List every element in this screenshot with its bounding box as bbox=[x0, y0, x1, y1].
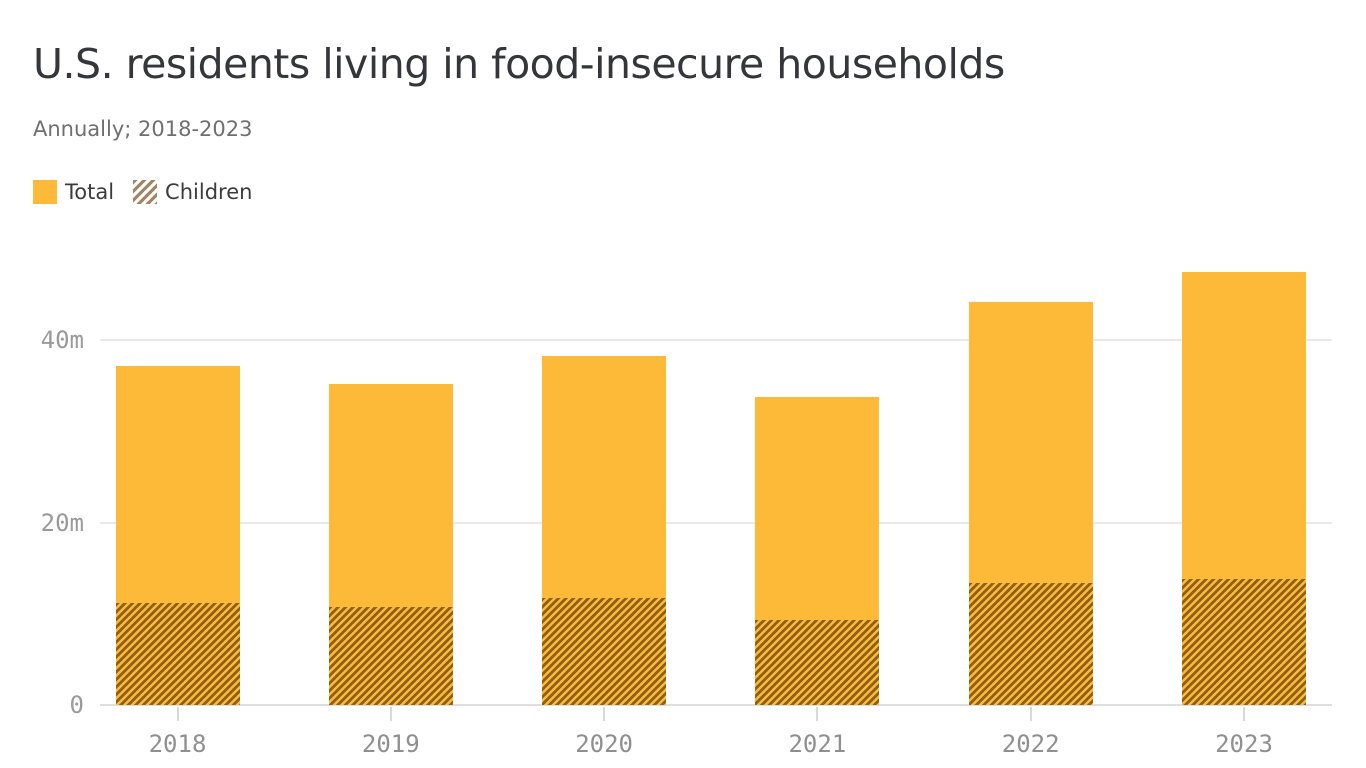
bar-children-2023 bbox=[1182, 579, 1306, 705]
bar-children-2018 bbox=[115, 602, 240, 705]
children-hatch-swatch-icon bbox=[133, 180, 158, 204]
x-tick-label-2018: 2018 bbox=[148, 730, 207, 758]
x-tick-label-2019: 2019 bbox=[361, 730, 420, 758]
legend: Total Children bbox=[33, 180, 252, 204]
bar-children-2021 bbox=[755, 620, 880, 705]
x-tick-2020 bbox=[603, 707, 606, 721]
y-tick-label-40m: 40m bbox=[40, 326, 84, 354]
chart-subtitle: Annually; 2018-2023 bbox=[33, 117, 253, 141]
x-tick-label-2020: 2020 bbox=[575, 730, 633, 758]
bar-children-2020 bbox=[542, 598, 667, 705]
chart-title: U.S. residents living in food-insecure h… bbox=[33, 40, 1005, 88]
legend-label-total: Total bbox=[65, 180, 115, 204]
gridline-40m bbox=[100, 339, 1332, 341]
legend-item-total: Total bbox=[33, 180, 114, 204]
gridline-20m bbox=[100, 521, 1332, 524]
bar-children-2019 bbox=[328, 607, 453, 705]
x-tick-label-2023: 2023 bbox=[1215, 730, 1273, 758]
y-tick-label-20m: 20m bbox=[40, 508, 84, 537]
x-tick-label-2022: 2022 bbox=[1001, 730, 1060, 758]
x-tick-label-2021: 2021 bbox=[788, 730, 847, 758]
x-tick-2023 bbox=[1243, 707, 1245, 721]
x-tick-2018 bbox=[176, 707, 179, 721]
legend-item-children: Children bbox=[133, 180, 252, 204]
y-tick-label-0: 0 bbox=[69, 691, 84, 719]
x-tick-2021 bbox=[816, 707, 819, 721]
legend-label-children: Children bbox=[165, 180, 253, 204]
x-axis-line bbox=[100, 704, 1332, 706]
bar-children-2022 bbox=[968, 582, 1093, 705]
total-swatch-icon bbox=[33, 180, 57, 204]
x-tick-2022 bbox=[1029, 707, 1032, 721]
x-tick-2019 bbox=[389, 707, 392, 721]
